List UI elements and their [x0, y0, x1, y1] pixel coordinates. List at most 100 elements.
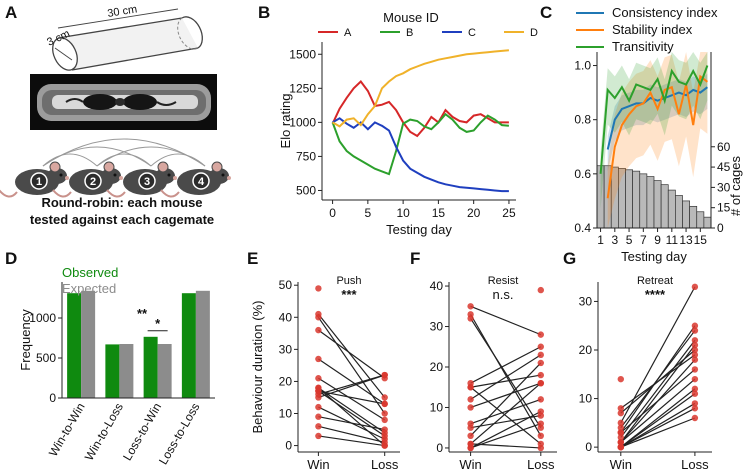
point-loss	[537, 396, 544, 403]
right-y-tick-label: 60	[717, 140, 731, 154]
pair-line	[318, 425, 385, 443]
point-win	[467, 303, 474, 310]
bar-expected	[81, 290, 96, 398]
point-win	[315, 375, 322, 382]
point-win	[315, 355, 322, 363]
point-loss	[691, 341, 699, 349]
pair-line	[470, 423, 541, 449]
panel-d: D Win-to-WinWin-to-LossLoss-to-WinLoss-t…	[5, 249, 215, 467]
ci-band-transitivity	[600, 52, 708, 209]
y-tick-label: 10	[279, 407, 293, 421]
y-tick-label: 40	[430, 279, 444, 293]
mouse-head	[209, 168, 229, 184]
x-tick-label: 5	[365, 206, 372, 220]
panel-g: G 0 10 20 30 Win Loss Retreat****	[563, 249, 712, 472]
point-loss	[537, 444, 544, 452]
point-win	[315, 413, 322, 420]
mouse-number-label: 2	[90, 176, 96, 188]
panel-e: E 0 10 20 30 40 50 Win Loss Push*** Behaviour dur…	[247, 249, 400, 472]
mouse-tail	[106, 189, 126, 198]
pair-line	[620, 402, 696, 448]
point-win	[315, 314, 322, 321]
point-loss	[381, 410, 388, 417]
x-tick-label: 3	[611, 233, 618, 247]
mouse-ear	[157, 161, 169, 173]
cage-count-bar	[653, 180, 662, 229]
pair-line	[318, 435, 385, 447]
series-line-C	[332, 117, 509, 193]
mouse-nose	[173, 176, 177, 180]
pair-line	[470, 374, 541, 388]
point-win	[315, 394, 322, 401]
point-loss	[691, 356, 699, 363]
transition-frequency-chart: Win-to-WinWin-to-LossLoss-to-WinLoss-to-…	[18, 265, 215, 467]
right-y-tick-label: 30	[717, 180, 731, 194]
point-win	[617, 439, 624, 446]
panel-d-letter: D	[5, 249, 17, 268]
point-loss	[537, 408, 544, 415]
pair-line	[318, 377, 386, 421]
bar-expected	[157, 344, 172, 398]
panel-a-caption-line2: tested against each cagemate	[30, 212, 214, 227]
x-tick-label: Win-to-Loss	[82, 401, 126, 463]
legend-label-transitivity: Transitivity	[612, 39, 674, 54]
point-win	[467, 444, 474, 452]
point-win	[315, 423, 322, 430]
y-tick-label: 0.8	[574, 113, 591, 127]
panel-f-letter: F	[410, 249, 420, 268]
pair-line	[470, 314, 542, 437]
x-tick-label: Loss	[527, 457, 555, 472]
significance-label: ***	[341, 287, 357, 302]
pair-line	[620, 388, 696, 448]
y-tick-label: 30	[279, 342, 293, 356]
point-win	[467, 404, 474, 411]
y-tick-label: 10	[579, 392, 593, 406]
series-line-A	[331, 79, 509, 138]
mouse-number-label: 4	[198, 176, 205, 188]
point-win	[467, 424, 474, 431]
y-axis-label: Frequency	[18, 309, 33, 371]
panel-e-letter: E	[247, 249, 258, 268]
x-axis-label: Testing day	[621, 249, 687, 264]
point-loss	[691, 322, 699, 329]
cage-count-bar	[660, 184, 669, 229]
point-loss	[537, 286, 544, 294]
pair-line	[620, 339, 696, 438]
legend-title: Mouse ID	[383, 10, 439, 25]
panel-b-letter: B	[258, 3, 270, 22]
y-tick-label: 20	[430, 360, 444, 374]
cage-count-bar	[632, 170, 641, 229]
y-tick-label: 50	[279, 278, 293, 292]
mouse-tail	[160, 189, 180, 198]
bar-observed	[143, 336, 158, 398]
bar-observed	[67, 293, 82, 398]
series-line-D	[332, 49, 509, 128]
x-tick-label: 0	[329, 206, 336, 220]
pair-line	[318, 387, 386, 434]
cage-count-bar	[696, 211, 705, 229]
y-tick-label: 0.4	[574, 221, 591, 235]
y-tick-label: 40	[279, 310, 293, 324]
point-loss	[691, 405, 699, 412]
point-loss	[691, 327, 699, 334]
point-loss	[381, 371, 388, 379]
mouse-nose	[65, 176, 69, 180]
bar-observed	[181, 293, 196, 398]
bar-expected	[119, 344, 134, 398]
x-tick-label: Loss	[371, 457, 399, 472]
pair-line	[470, 386, 542, 445]
series-line-stability-index	[606, 74, 709, 199]
pair-line	[470, 398, 541, 425]
point-loss	[537, 343, 544, 350]
legend-label-observed: Observed	[62, 265, 118, 280]
panel-a-letter: A	[5, 3, 17, 22]
y-tick-label: 0	[285, 439, 292, 453]
mouse-ear	[49, 161, 61, 173]
x-tick-label: Win	[307, 457, 329, 472]
subplot-title: Resist	[488, 275, 519, 287]
x-tick-label: 9	[654, 233, 661, 247]
x-tick-label: Win-to-Win	[46, 401, 88, 459]
significance-loss-to-win: *	[155, 316, 161, 331]
pair-line	[620, 359, 696, 443]
pair-line	[620, 325, 696, 433]
